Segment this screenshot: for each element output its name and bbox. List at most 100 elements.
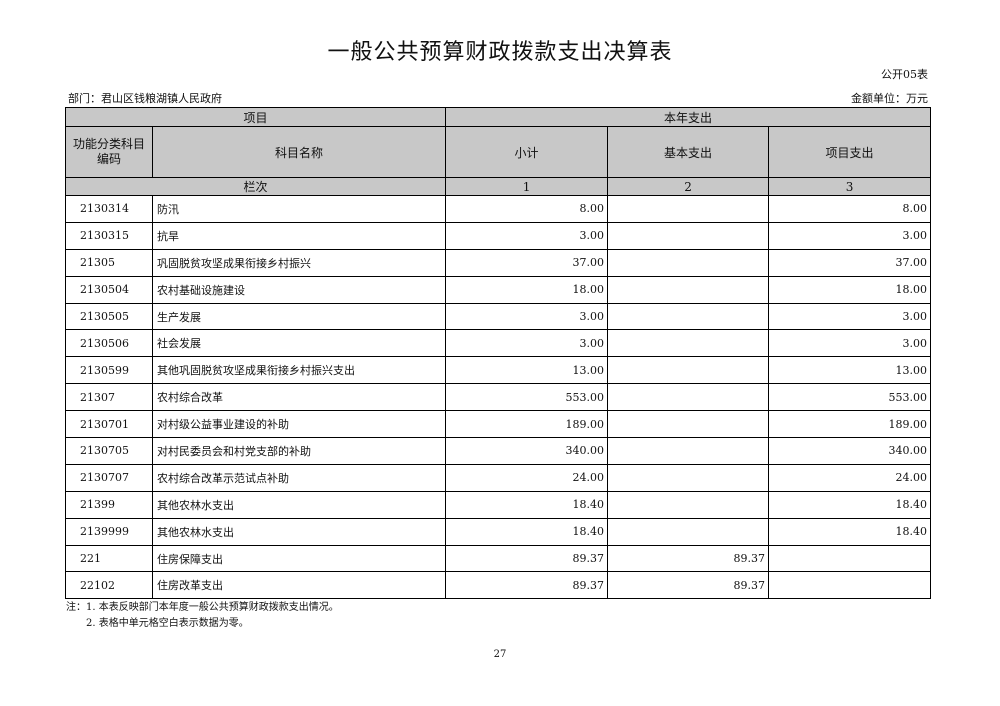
cell-name: 巩固脱贫攻坚成果衔接乡村振兴 <box>151 248 447 277</box>
cell-subtotal: 3.00 <box>445 302 609 331</box>
cell-subtotal: 3.00 <box>445 329 609 358</box>
table-row: 2130505 生产发展 3.00 3.00 <box>65 302 932 331</box>
cell-name: 对村级公益事业建设的补助 <box>151 410 447 439</box>
cell-basic <box>607 248 770 277</box>
cell-project: 3.00 <box>768 302 932 331</box>
header-name: 科目名称 <box>151 126 447 178</box>
cell-code: 2130506 <box>65 329 153 358</box>
cell-subtotal: 18.00 <box>445 275 609 304</box>
cell-code: 21305 <box>65 248 153 277</box>
cell-subtotal: 89.37 <box>445 544 609 573</box>
header-col3: 3 <box>768 177 932 196</box>
cell-name: 社会发展 <box>151 329 447 358</box>
form-number: 公开05表 <box>881 68 928 81</box>
cell-code: 2130505 <box>65 302 153 331</box>
cell-project: 553.00 <box>768 383 932 412</box>
cell-code: 2130599 <box>65 356 153 385</box>
cell-basic <box>607 275 770 304</box>
unit-label: 金额单位：万元 <box>851 92 928 105</box>
note-2: 2. 表格中单元格空白表示数据为零。 <box>86 618 249 629</box>
notes: 注：1. 本表反映部门本年度一般公共预算财政拨款支出情况。 2. 表格中单元格空… <box>66 600 339 632</box>
cell-code: 221 <box>65 544 153 573</box>
cell-basic: 89.37 <box>607 571 770 600</box>
cell-name: 住房改革支出 <box>151 571 447 600</box>
cell-project: 37.00 <box>768 248 932 277</box>
cell-name: 农村基础设施建设 <box>151 275 447 304</box>
cell-basic <box>607 195 770 223</box>
cell-basic <box>607 329 770 358</box>
cell-basic <box>607 221 770 250</box>
cell-project: 3.00 <box>768 329 932 358</box>
table-row: 2130707 农村综合改革示范试点补助 24.00 24.00 <box>65 463 932 492</box>
table-row: 2130701 对村级公益事业建设的补助 189.00 189.00 <box>65 410 932 439</box>
cell-name: 农村综合改革示范试点补助 <box>151 463 447 492</box>
cell-code: 2130707 <box>65 463 153 492</box>
header-current-year: 本年支出 <box>445 107 932 127</box>
cell-project: 18.40 <box>768 517 932 546</box>
cell-name: 其他农林水支出 <box>151 490 447 519</box>
page-number: 27 <box>493 649 507 660</box>
cell-code: 2130315 <box>65 221 153 250</box>
header-code: 功能分类科目编码 <box>65 126 153 178</box>
table-row: 221 住房保障支出 89.37 89.37 <box>65 544 932 573</box>
header-item: 项目 <box>64 107 447 127</box>
cell-project: 13.00 <box>768 356 932 385</box>
header-col1: 1 <box>445 177 609 196</box>
cell-name: 其他农林水支出 <box>151 517 447 546</box>
cell-project: 24.00 <box>768 463 932 492</box>
table-row: 2130599 其他巩固脱贫攻坚成果衔接乡村振兴支出 13.00 13.00 <box>65 356 932 385</box>
table-row: 2130314 防汛 8.00 8.00 <box>65 195 932 223</box>
cell-project: 8.00 <box>768 195 932 223</box>
cell-subtotal: 8.00 <box>445 195 609 223</box>
cell-subtotal: 3.00 <box>445 221 609 250</box>
cell-subtotal: 24.00 <box>445 463 609 492</box>
cell-project <box>768 571 932 600</box>
cell-code: 2130504 <box>65 275 153 304</box>
cell-name: 防汛 <box>151 195 447 223</box>
cell-basic: 89.37 <box>607 544 770 573</box>
cell-subtotal: 89.37 <box>445 571 609 600</box>
cell-code: 2130705 <box>65 437 153 465</box>
header-subtotal: 小计 <box>445 126 609 178</box>
cell-code: 22102 <box>65 571 153 600</box>
cell-code: 2130701 <box>65 410 153 439</box>
table-row: 2130506 社会发展 3.00 3.00 <box>65 329 932 358</box>
cell-code: 21399 <box>65 490 153 519</box>
page-title: 一般公共预算财政拨款支出决算表 <box>327 40 673 65</box>
department-label: 部门：君山区钱粮湖镇人民政府 <box>68 92 222 105</box>
header-col2: 2 <box>607 177 770 196</box>
cell-basic <box>607 463 770 492</box>
cell-subtotal: 189.00 <box>445 410 609 439</box>
cell-name: 住房保障支出 <box>151 544 447 573</box>
expenditure-table: 项目 本年支出 功能分类科目编码 科目名称 小计 基本支出 项目支出 栏次 1 … <box>64 107 932 600</box>
cell-basic <box>607 356 770 385</box>
cell-project <box>768 544 932 573</box>
table-row: 21399 其他农林水支出 18.40 18.40 <box>65 490 932 519</box>
cell-subtotal: 18.40 <box>445 490 609 519</box>
cell-subtotal: 37.00 <box>445 248 609 277</box>
cell-code: 2130314 <box>65 195 153 223</box>
cell-basic <box>607 437 770 465</box>
cell-project: 189.00 <box>768 410 932 439</box>
cell-basic <box>607 490 770 519</box>
cell-subtotal: 18.40 <box>445 517 609 546</box>
table-row: 2139999 其他农林水支出 18.40 18.40 <box>65 517 932 546</box>
cell-name: 对村民委员会和村党支部的补助 <box>151 437 447 465</box>
cell-project: 3.00 <box>768 221 932 250</box>
table-row: 21305 巩固脱贫攻坚成果衔接乡村振兴 37.00 37.00 <box>65 248 932 277</box>
cell-subtotal: 340.00 <box>445 437 609 465</box>
table-row: 2130315 抗旱 3.00 3.00 <box>65 221 932 250</box>
cell-code: 2139999 <box>65 517 153 546</box>
cell-name: 农村综合改革 <box>151 383 447 412</box>
header-project: 项目支出 <box>768 126 932 178</box>
header-row-index: 栏次 <box>64 177 447 196</box>
cell-project: 18.40 <box>768 490 932 519</box>
table-row: 2130705 对村民委员会和村党支部的补助 340.00 340.00 <box>65 437 932 465</box>
cell-basic <box>607 383 770 412</box>
cell-code: 21307 <box>65 383 153 412</box>
cell-project: 340.00 <box>768 437 932 465</box>
cell-name: 生产发展 <box>151 302 447 331</box>
header-basic: 基本支出 <box>607 126 770 178</box>
table-row: 2130504 农村基础设施建设 18.00 18.00 <box>65 275 932 304</box>
